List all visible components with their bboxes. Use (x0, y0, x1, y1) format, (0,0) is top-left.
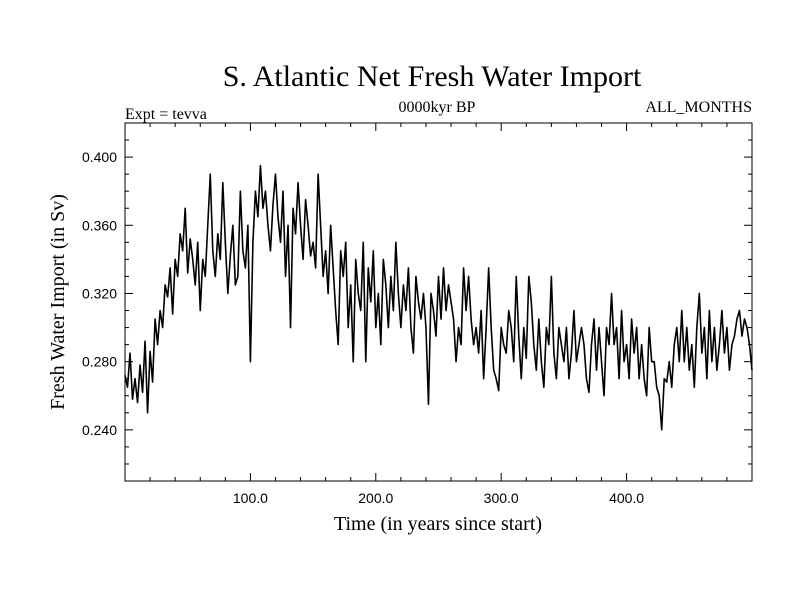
chart-title: S. Atlantic Net Fresh Water Import (223, 60, 642, 93)
months-label: ALL_MONTHS (645, 99, 752, 116)
x-axis-ticks: 100.0 200.0 300.0 400.0 (124, 123, 753, 506)
x-tick-label: 400.0 (609, 490, 644, 506)
x-tick-label: 100.0 (233, 490, 268, 506)
y-tick-label: 0.280 (82, 354, 117, 370)
experiment-label: Expt = tevva (125, 106, 207, 123)
y-tick-label: 0.360 (82, 217, 117, 233)
plot-frame (124, 122, 753, 482)
period-label: 0000kyr BP (399, 99, 476, 116)
y-axis-ticks: 0.240 0.280 0.320 0.360 0.400 (82, 122, 752, 482)
x-axis-label: Time (in years since start) (334, 513, 542, 535)
y-tick-label: 0.400 (82, 149, 117, 165)
y-axis-label: Fresh Water Import (in Sv) (47, 194, 69, 410)
data-layer (124, 164, 753, 431)
series-line (124, 164, 753, 431)
x-tick-label: 300.0 (484, 490, 519, 506)
x-tick-label: 200.0 (358, 490, 393, 506)
y-tick-label: 0.320 (82, 285, 117, 301)
plot-area: 0.240 0.280 0.320 0.360 0.400 100.0 200.0 300.… (82, 122, 753, 506)
y-tick-label: 0.240 (82, 422, 117, 438)
